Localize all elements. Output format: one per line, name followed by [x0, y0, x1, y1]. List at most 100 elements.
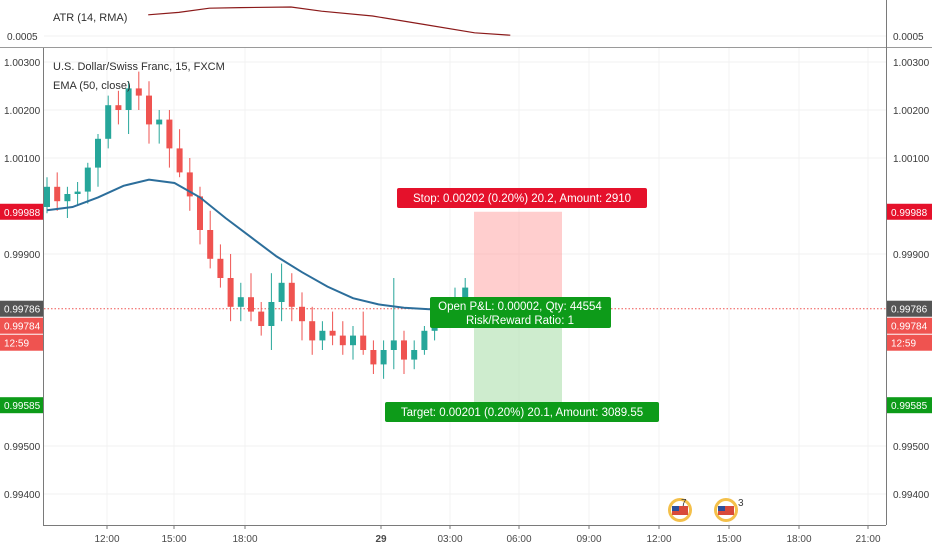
time-tick-label: 21:00 [855, 534, 880, 545]
candle-body [299, 306, 305, 322]
target-box[interactable]: Target: 0.00201 (0.20%) 20.1, Amount: 30… [385, 402, 659, 422]
ratio-label: Risk/Reward Ratio: 1 [466, 315, 574, 327]
price-tick-right: 1.00100 [893, 154, 930, 165]
price-tag-last-right [887, 300, 932, 317]
candle-body [380, 350, 387, 365]
price-tick-left: 1.00300 [4, 58, 41, 69]
time-tick-label: 06:00 [506, 534, 531, 545]
symbol-title: U.S. Dollar/Swiss Franc, 15, FXCM [53, 61, 225, 73]
time-tick-label: 29 [375, 534, 387, 545]
left-price-axis[interactable]: 1.00300 1.00200 1.00100 0.99900 0.99500 0.994… [4, 58, 41, 501]
stop-label: Stop: 0.00202 (0.20%) 20.2, Amount: 2910 [413, 193, 631, 205]
price-tag-stop-left [0, 203, 43, 220]
candle-body [105, 105, 112, 139]
stop-box[interactable]: Stop: 0.00202 (0.20%) 20.2, Amount: 2910 [397, 188, 647, 208]
candle-body [84, 167, 91, 192]
event-marker-2[interactable]: 3 [714, 498, 744, 522]
price-tick-right: 1.00300 [893, 58, 930, 69]
price-tick-left: 0.99900 [4, 250, 41, 261]
ema-legend: EMA (50, close) [53, 80, 131, 92]
price-tag-stop-right [887, 203, 932, 220]
candle-body [350, 335, 356, 346]
price-tag-text: 12:59 [891, 339, 916, 350]
candle-body [74, 191, 81, 194]
price-tag-target-left [0, 397, 43, 414]
atr-label: ATR (14, RMA) [53, 12, 127, 24]
price-tick-right: 1.00200 [893, 106, 930, 117]
price-tag-bar-close-right [887, 317, 932, 334]
price-tag-text: 0.99786 [891, 305, 928, 316]
candle-body [258, 311, 265, 326]
candle-body [217, 258, 224, 278]
candle-body [462, 287, 469, 298]
time-tick-label: 03:00 [437, 534, 462, 545]
stop-zone[interactable] [474, 211, 562, 309]
candle-body [237, 297, 244, 307]
price-tag-text: 0.99988 [891, 208, 928, 219]
ema-line [46, 178, 471, 311]
price-tag-text: 0.99786 [4, 305, 41, 316]
candle-body [288, 282, 295, 307]
time-tick-label: 12:00 [646, 534, 671, 545]
candle-body [197, 196, 203, 230]
price-tag-text: 12:59 [4, 339, 29, 350]
pnl-box-bg [430, 297, 611, 328]
atr-tick-right: 0.0005 [893, 32, 924, 43]
candle-body [227, 278, 234, 307]
price-tick-left: 0.99500 [4, 442, 41, 453]
time-tick-label: 18:00 [786, 534, 811, 545]
candle-body [125, 88, 132, 110]
candle-body [421, 330, 428, 350]
price-tag-target-right [887, 397, 932, 414]
candle-body [360, 335, 367, 350]
pnl-box[interactable]: Open P&L: 0.00002, Qty: 44554 Risk/Rewar… [430, 297, 611, 328]
candle-body [248, 297, 254, 312]
price-tag-text: 0.99988 [4, 208, 41, 219]
us-flag-icon [672, 506, 688, 515]
pnl-label: Open P&L: 0.00002, Qty: 44554 [438, 301, 602, 313]
candle-body [339, 335, 346, 346]
us-flag-icon [718, 506, 734, 515]
time-axis[interactable]: 12:00 15:00 18:00 29 03:00 06:00 09:00 12:00 15:… [94, 525, 881, 545]
price-tag-text: 0.99585 [891, 401, 928, 412]
price-tick-left: 1.00100 [4, 154, 41, 165]
price-tag-last-left [0, 300, 43, 317]
candle-body [186, 172, 193, 197]
candle-body [64, 194, 71, 202]
price-tag-timer-left [0, 334, 43, 351]
candle-body [166, 119, 173, 149]
candle-body [156, 119, 163, 125]
event-marker-1[interactable]: 7 [668, 498, 692, 522]
time-tick-label: 15:00 [161, 534, 186, 545]
candle-body [390, 340, 397, 350]
price-tick-right: 0.99900 [893, 250, 930, 261]
candle-body [278, 282, 285, 302]
candle-body [207, 230, 214, 259]
event-count-1: 7 [681, 498, 687, 509]
candle-body [95, 138, 101, 168]
candle-body [370, 350, 377, 365]
price-tick-right: 0.99500 [893, 442, 930, 453]
price-tags: 0.99988 0.99988 0.99786 0.99786 0.99784 0.997… [0, 203, 932, 414]
price-tag-text: 0.99784 [891, 322, 928, 333]
price-tick-right: 0.99400 [893, 490, 930, 501]
target-box-bg [385, 402, 659, 422]
right-price-axis[interactable]: 1.00300 1.00200 1.00100 0.99900 0.99500 0.994… [893, 58, 930, 501]
price-tag-text: 0.99784 [4, 322, 41, 333]
atr-tick-left: 0.0005 [7, 32, 38, 43]
price-tag-text: 0.99585 [4, 401, 41, 412]
candle-body [115, 105, 122, 110]
time-tick-label: 12:00 [94, 534, 119, 545]
candle-body [135, 88, 142, 96]
event-count-2: 3 [738, 498, 744, 509]
candle-body [176, 148, 183, 173]
stop-box-bg [397, 188, 647, 208]
candle-body [401, 340, 407, 360]
candle-body [268, 302, 275, 326]
candle-body [146, 95, 152, 125]
price-tag-timer-right [887, 334, 932, 351]
price-tick-left: 1.00200 [4, 106, 41, 117]
candle-body [319, 330, 326, 341]
atr-pane: ATR (14, RMA) 0.0005 0.0005 [0, 6, 932, 48]
